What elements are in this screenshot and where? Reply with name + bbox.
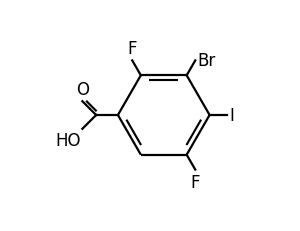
Text: I: I [229,106,234,125]
Text: F: F [128,40,137,58]
Text: F: F [190,173,200,191]
Text: HO: HO [55,131,80,149]
Text: O: O [76,81,89,99]
Text: Br: Br [198,52,216,70]
